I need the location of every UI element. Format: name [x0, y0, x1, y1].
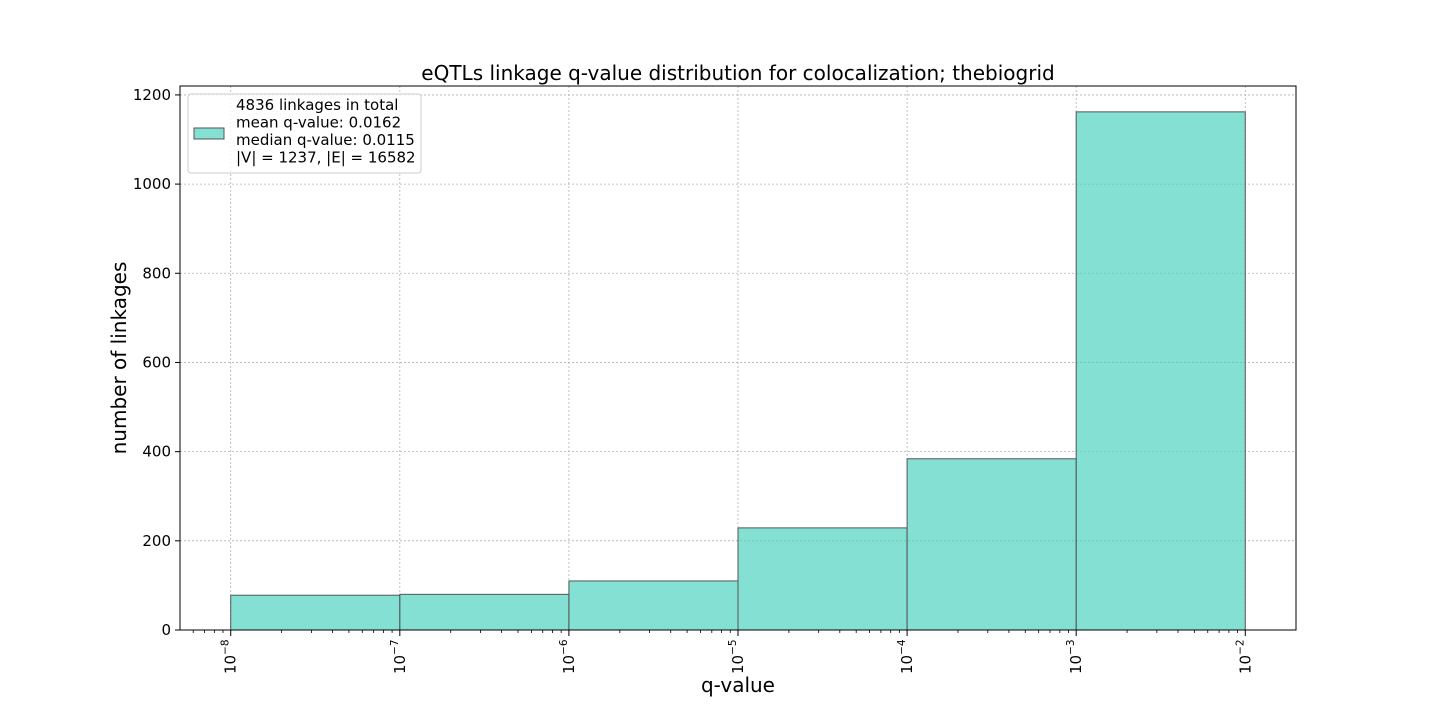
histogram-bar [906, 458, 1077, 631]
x-tick-label-text: 10−6 [558, 639, 578, 674]
legend-box [187, 93, 422, 174]
x-tick-label: 10−2 [1234, 639, 1254, 674]
y-tick-label: 200 [142, 532, 171, 550]
x-tick-label: 10−8 [220, 639, 240, 674]
y-tick-label: 0 [161, 621, 171, 639]
x-tick-label-text: 10−7 [389, 639, 409, 674]
y-axis-label: number of linkages [107, 262, 131, 455]
x-tick-label-text: 10−5 [727, 639, 747, 674]
x-tick-label: 10−7 [389, 639, 409, 674]
histogram-bar [1075, 111, 1246, 631]
legend-line-mean: mean q-value: 0.0162 [236, 114, 401, 132]
y-tick-label: 1200 [133, 86, 171, 104]
y-tick-label: 400 [142, 443, 171, 461]
x-tick-label: 10−3 [1065, 639, 1085, 674]
legend-line-total: 4836 linkages in total [236, 96, 398, 114]
x-tick-label-text: 10−2 [1234, 639, 1254, 674]
chart-title: eQTLs linkage q-value distribution for c… [421, 61, 1054, 85]
histogram-bar [230, 594, 401, 631]
legend: 4836 linkages in total mean q-value: 0.0… [187, 93, 422, 174]
x-axis-label: q-value [701, 673, 775, 697]
y-tick-label: 600 [142, 353, 171, 371]
x-tick-label: 10−5 [727, 639, 747, 674]
histogram-bars [230, 111, 1246, 631]
legend-line-graph-size: |V| = 1237, |E| = 16582 [236, 149, 416, 167]
x-tick-label-text: 10−4 [896, 639, 916, 674]
histogram-bar [568, 580, 739, 631]
y-tick-label: 1000 [133, 175, 171, 193]
axis-ticks: 0 200 400 600 800 1000 1200 10−8 10−7 10−6 10−5 10−… [133, 86, 1254, 674]
y-tick-label: 800 [142, 264, 171, 282]
legend-swatch [193, 127, 225, 140]
x-tick-label: 10−4 [896, 639, 916, 674]
x-tick-label-text: 10−8 [220, 639, 240, 674]
x-tick-label-text: 10−3 [1065, 639, 1085, 674]
histogram-bar [399, 593, 570, 631]
legend-line-median: median q-value: 0.0115 [236, 131, 415, 149]
x-tick-label: 10−6 [558, 639, 578, 674]
histogram-bar [737, 527, 908, 631]
